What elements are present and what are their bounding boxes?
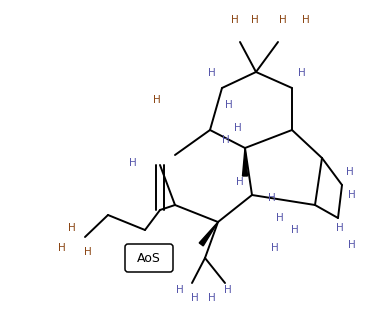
Text: H: H bbox=[234, 123, 242, 133]
Text: H: H bbox=[225, 100, 233, 110]
Text: H: H bbox=[276, 213, 284, 223]
Text: H: H bbox=[302, 15, 310, 25]
Text: H: H bbox=[268, 193, 276, 203]
Text: H: H bbox=[84, 247, 92, 257]
Text: H: H bbox=[58, 243, 66, 253]
Text: H: H bbox=[279, 15, 287, 25]
Text: H: H bbox=[191, 293, 199, 303]
Text: H: H bbox=[336, 223, 344, 233]
Polygon shape bbox=[243, 148, 247, 176]
Text: H: H bbox=[129, 158, 137, 168]
Text: H: H bbox=[271, 243, 279, 253]
Text: H: H bbox=[176, 285, 184, 295]
Text: H: H bbox=[208, 68, 216, 78]
Text: H: H bbox=[291, 225, 299, 235]
Text: H: H bbox=[236, 177, 244, 187]
Text: H: H bbox=[153, 95, 161, 105]
Text: H: H bbox=[251, 15, 259, 25]
Text: H: H bbox=[231, 15, 239, 25]
Text: H: H bbox=[222, 135, 230, 145]
Text: H: H bbox=[298, 68, 306, 78]
Text: H: H bbox=[68, 223, 76, 233]
FancyBboxPatch shape bbox=[125, 244, 173, 272]
Text: H: H bbox=[224, 285, 232, 295]
Text: H: H bbox=[348, 240, 356, 250]
Text: H: H bbox=[208, 293, 216, 303]
Text: H: H bbox=[346, 167, 354, 177]
Polygon shape bbox=[199, 222, 218, 246]
Text: AoS: AoS bbox=[137, 252, 161, 266]
Text: H: H bbox=[348, 190, 356, 200]
